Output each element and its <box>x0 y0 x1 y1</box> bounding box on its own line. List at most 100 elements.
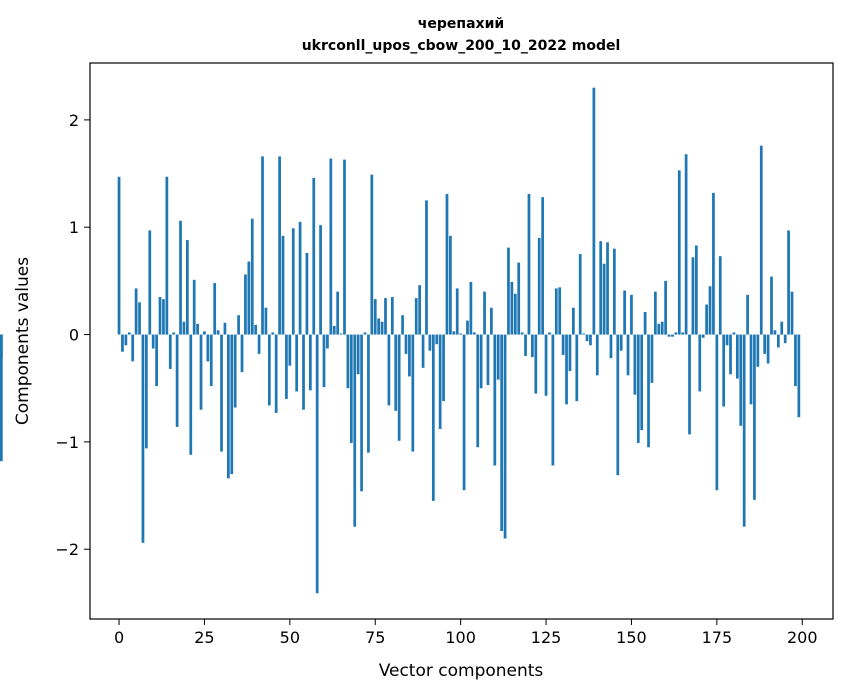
bar-46 <box>274 334 278 413</box>
bar-64 <box>336 291 340 335</box>
bar-107 <box>483 291 486 335</box>
bar-160 <box>664 280 667 335</box>
bar-182 <box>739 334 743 426</box>
bar-20 <box>185 240 189 335</box>
bar-126 <box>548 332 551 335</box>
bar-143 <box>606 242 609 335</box>
bar-51 <box>291 228 295 335</box>
bar-138 <box>589 334 592 346</box>
bar-14 <box>165 176 169 335</box>
bar-130 <box>561 334 565 355</box>
bar-180 <box>732 332 736 335</box>
bar-115 <box>510 281 514 335</box>
bar-91 <box>428 334 432 351</box>
x-axis-ticks: 0 25 50 75 100 125 150 175 200 <box>114 619 818 647</box>
bar-4 <box>131 334 135 362</box>
bar-3 <box>127 332 131 335</box>
bar-141 <box>599 241 603 335</box>
bar-102 <box>466 320 469 335</box>
bar-169 <box>694 245 698 335</box>
bar-168 <box>691 257 695 335</box>
bar-112 <box>500 334 503 531</box>
bar-27 <box>209 334 213 387</box>
bar-67 <box>346 334 350 389</box>
bar-116 <box>513 293 517 335</box>
bar-111 <box>496 334 500 380</box>
bar-31 <box>223 322 227 335</box>
bar-155 <box>647 334 650 448</box>
x-tick-label: 125 <box>531 628 562 647</box>
bar-40 <box>254 324 258 335</box>
bar-54 <box>302 334 305 410</box>
bar-152 <box>636 334 640 443</box>
bar-62 <box>329 158 333 335</box>
bar-114 <box>507 247 510 335</box>
bar-52 <box>295 334 299 392</box>
bar-89 <box>421 334 425 368</box>
bar-185 <box>749 334 753 405</box>
y-tick-label: −1 <box>55 433 79 452</box>
bar-137 <box>585 334 589 341</box>
bar-191 <box>770 276 773 335</box>
bar-84 <box>404 334 408 354</box>
bar-29 <box>216 330 220 335</box>
bar-197 <box>790 291 794 335</box>
bar-66 <box>343 159 346 335</box>
y-axis-label: Components values <box>13 257 33 425</box>
bar-93 <box>435 334 439 345</box>
bar-181 <box>735 334 739 379</box>
x-tick-label: 175 <box>702 628 733 647</box>
bar-39 <box>250 218 254 335</box>
x-axis-label: Vector components <box>379 661 544 681</box>
bar-177 <box>722 334 726 407</box>
bar-163 <box>674 332 678 335</box>
bar-165 <box>681 332 685 335</box>
bar-92 <box>431 334 435 501</box>
bar-121 <box>531 334 534 358</box>
bar-30 <box>220 334 223 452</box>
bar-48 <box>281 235 285 335</box>
x-tick-label: 0 <box>114 628 124 647</box>
bar-134 <box>575 334 579 402</box>
bar-142 <box>602 263 606 335</box>
bar-172 <box>705 304 708 335</box>
bar-106 <box>479 334 483 389</box>
bar-8 <box>145 334 148 449</box>
bar-68 <box>349 334 353 443</box>
bar-19 <box>182 321 186 335</box>
bar-144 <box>609 334 613 359</box>
bar-24 <box>199 334 203 410</box>
bar-50 <box>288 334 292 366</box>
bar-157 <box>654 291 657 335</box>
bar-70 <box>356 334 360 375</box>
y-tick-label: 1 <box>69 218 79 237</box>
bar-23 <box>196 323 199 335</box>
bar-60 <box>322 334 326 388</box>
bar-159 <box>660 321 664 335</box>
bar-140 <box>595 334 599 376</box>
bar-154 <box>643 312 647 335</box>
bar-88 <box>418 285 422 335</box>
bar-21 <box>189 334 193 455</box>
bar-125 <box>544 334 548 396</box>
y-tick-label: −2 <box>55 540 79 559</box>
bar-124 <box>541 197 544 335</box>
x-tick-label: 100 <box>445 628 476 647</box>
bar-196 <box>787 230 790 335</box>
bar-113 <box>503 334 507 539</box>
bar-132 <box>568 334 572 372</box>
bar-9 <box>148 230 152 335</box>
bar-5 <box>134 288 138 335</box>
bar-2 <box>124 334 128 346</box>
bar-146 <box>616 334 620 476</box>
bar-77 <box>380 321 384 335</box>
bar-161 <box>667 334 671 337</box>
bar-37 <box>244 274 247 335</box>
bar-171 <box>701 334 705 338</box>
bar-158 <box>657 323 661 335</box>
bar-undefined <box>0 334 3 462</box>
bar-95 <box>442 334 445 402</box>
bar-56 <box>308 334 312 391</box>
bar-147 <box>619 334 623 351</box>
